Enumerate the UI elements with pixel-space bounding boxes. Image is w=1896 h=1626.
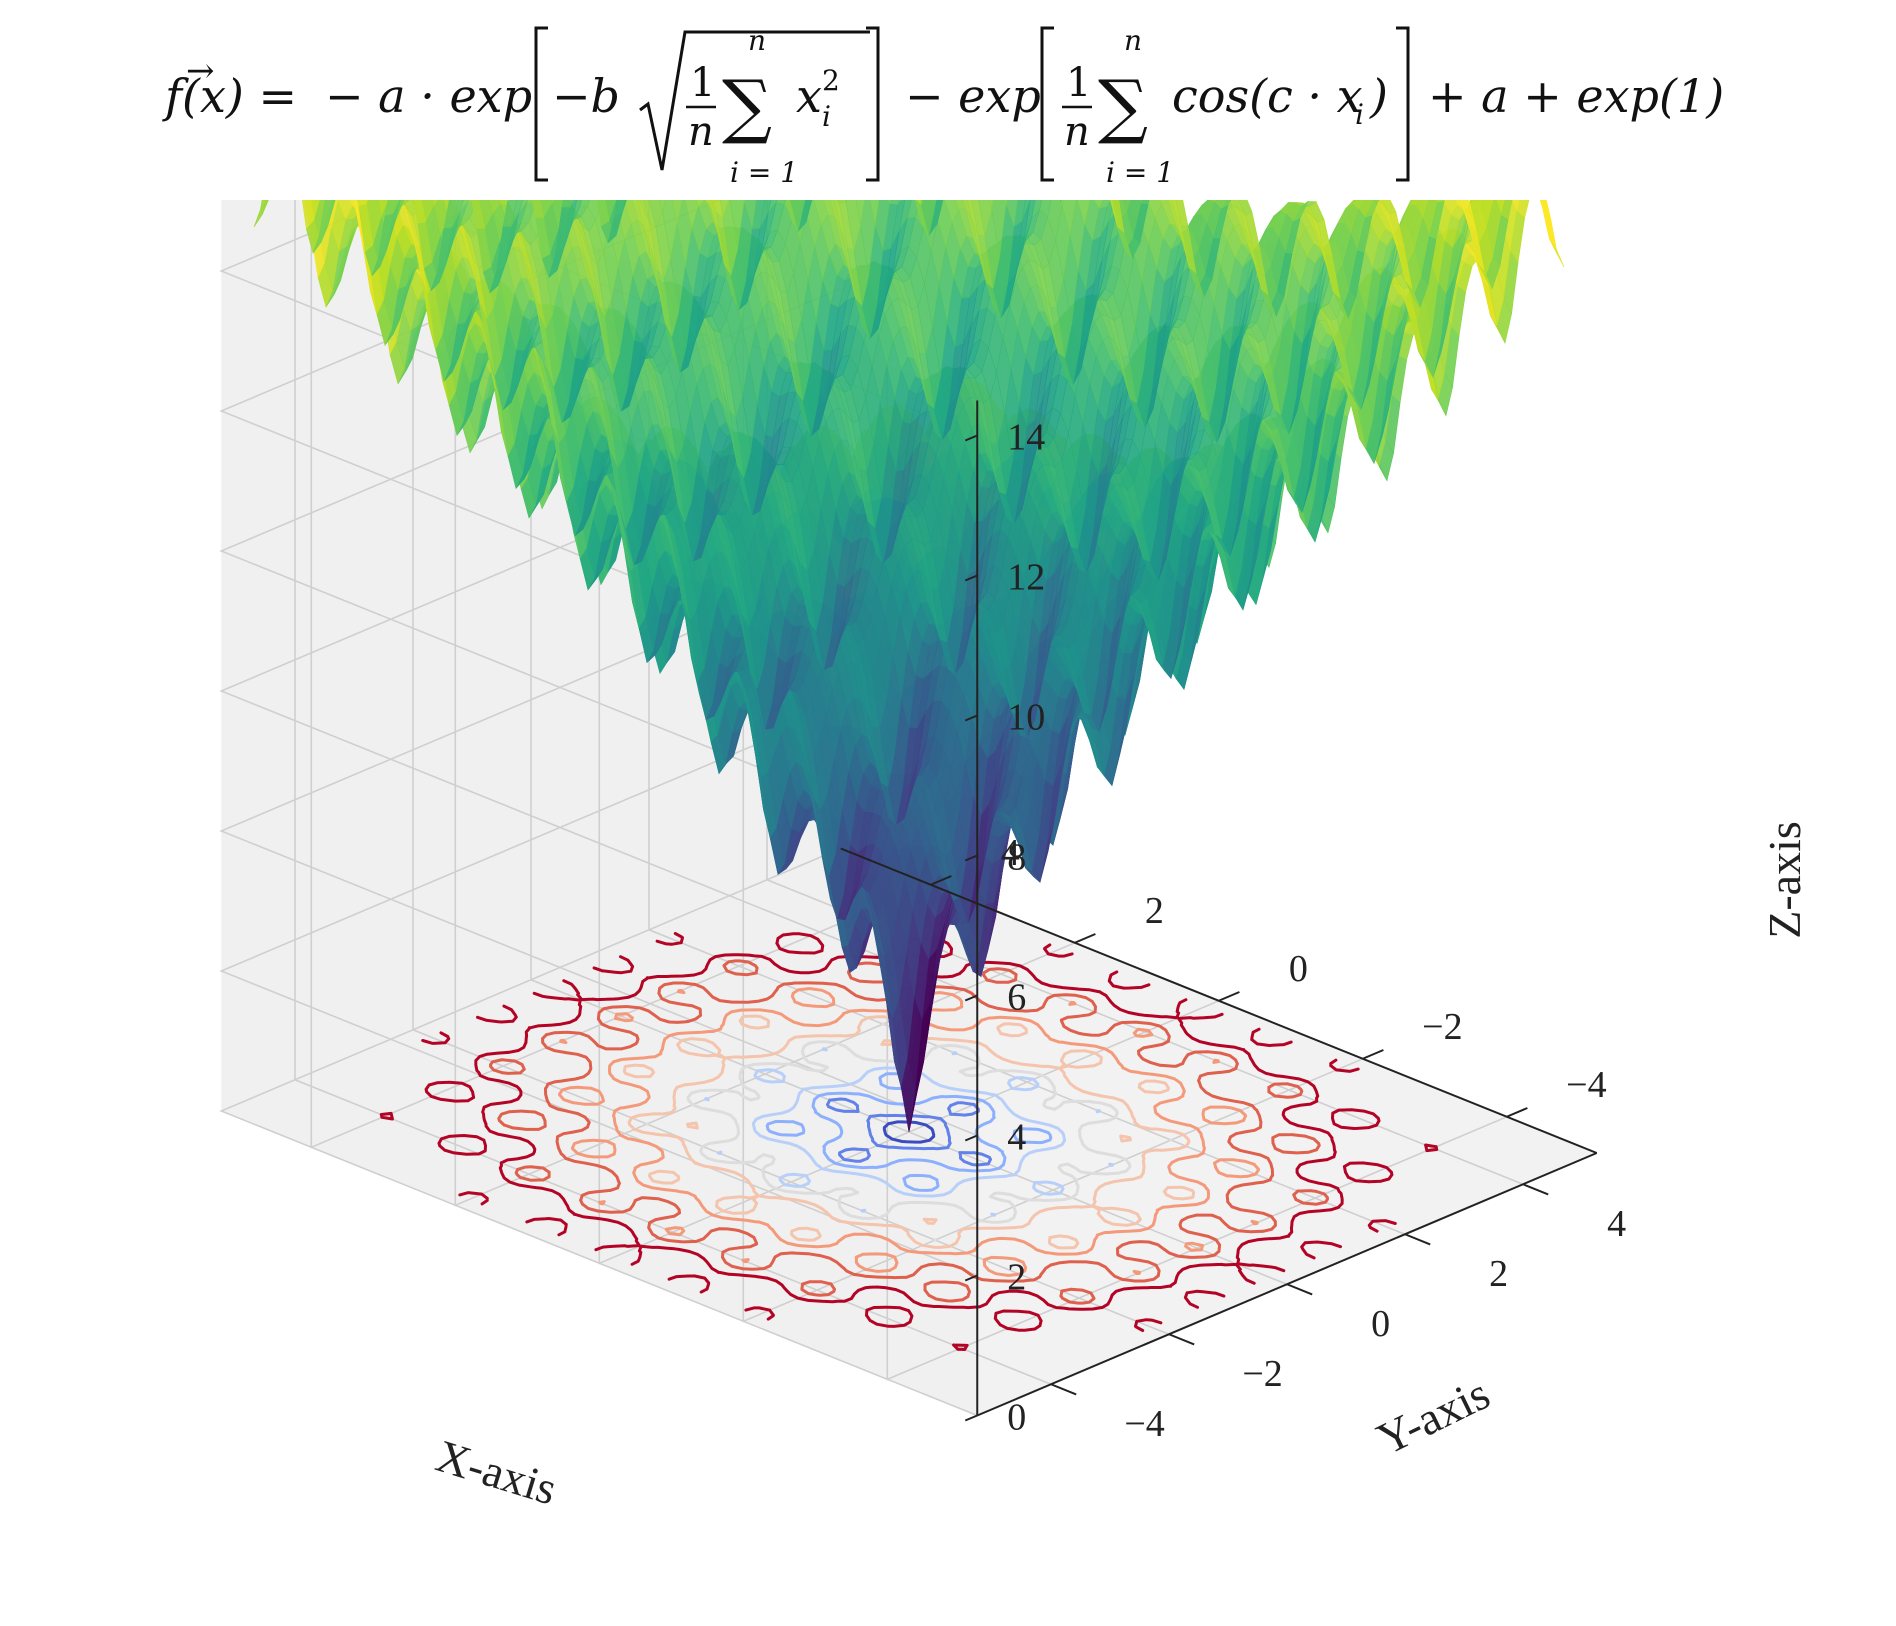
x-gridline <box>454 200 1076 1207</box>
contour-level <box>379 913 1439 1351</box>
frac-den-2: n <box>1064 109 1090 155</box>
y-gridline <box>294 200 1052 1386</box>
z-gridline <box>219 567 978 1137</box>
left-bracket-2 <box>1040 26 1054 182</box>
surface <box>253 200 1565 1133</box>
formula-term-1: − a · exp <box>325 69 532 123</box>
z-gridline <box>219 707 978 1277</box>
x-gridline <box>310 200 932 1149</box>
cos-term: cos(c · x <box>1172 69 1363 123</box>
sq-sub: i <box>822 100 831 133</box>
surface-facet <box>1549 238 1565 268</box>
sq-term: x <box>796 69 822 123</box>
contour-level <box>704 1047 1114 1217</box>
sum-lower-2: i = 1 <box>1106 156 1174 189</box>
sum-lower-1: i = 1 <box>730 156 798 189</box>
formula-term-4: + a + exp(1) <box>1428 69 1724 123</box>
contour-level <box>765 1072 1053 1192</box>
contour-level <box>558 987 1260 1277</box>
sum-symbol-1: ∑ <box>722 65 772 147</box>
cos-sub: i <box>1355 98 1364 131</box>
left-bracket-1 <box>534 26 548 182</box>
contour-projection <box>379 913 1439 1351</box>
z-gridline <box>219 847 978 1417</box>
sqrt-sign <box>639 30 870 171</box>
sq-sup: 2 <box>822 64 840 97</box>
sum-symbol-2: ∑ <box>1098 65 1148 147</box>
formula-lhs: f(x) = <box>162 69 297 123</box>
chart-title: f(x) = → − a · exp −b 1 n ∑ n i = 1 x 2 … <box>162 24 1724 189</box>
right-bracket-1 <box>866 26 880 182</box>
cos-close: ) <box>1369 69 1388 123</box>
sum-upper-1: n <box>748 24 766 57</box>
vector-arrow: → <box>186 51 215 91</box>
formula-term-3: − exp <box>905 69 1041 123</box>
contour-level <box>489 959 1329 1305</box>
contour-level <box>882 1120 936 1144</box>
formula-neg-b: −b <box>552 69 620 123</box>
contour-level <box>622 1014 1196 1250</box>
frac-num-1: 1 <box>690 60 715 106</box>
right-bracket-2 <box>1396 26 1410 182</box>
sum-upper-2: n <box>1124 24 1142 57</box>
frac-num-2: 1 <box>1066 60 1091 106</box>
contour-level <box>645 1022 1173 1242</box>
frac-den-1: n <box>688 109 714 155</box>
